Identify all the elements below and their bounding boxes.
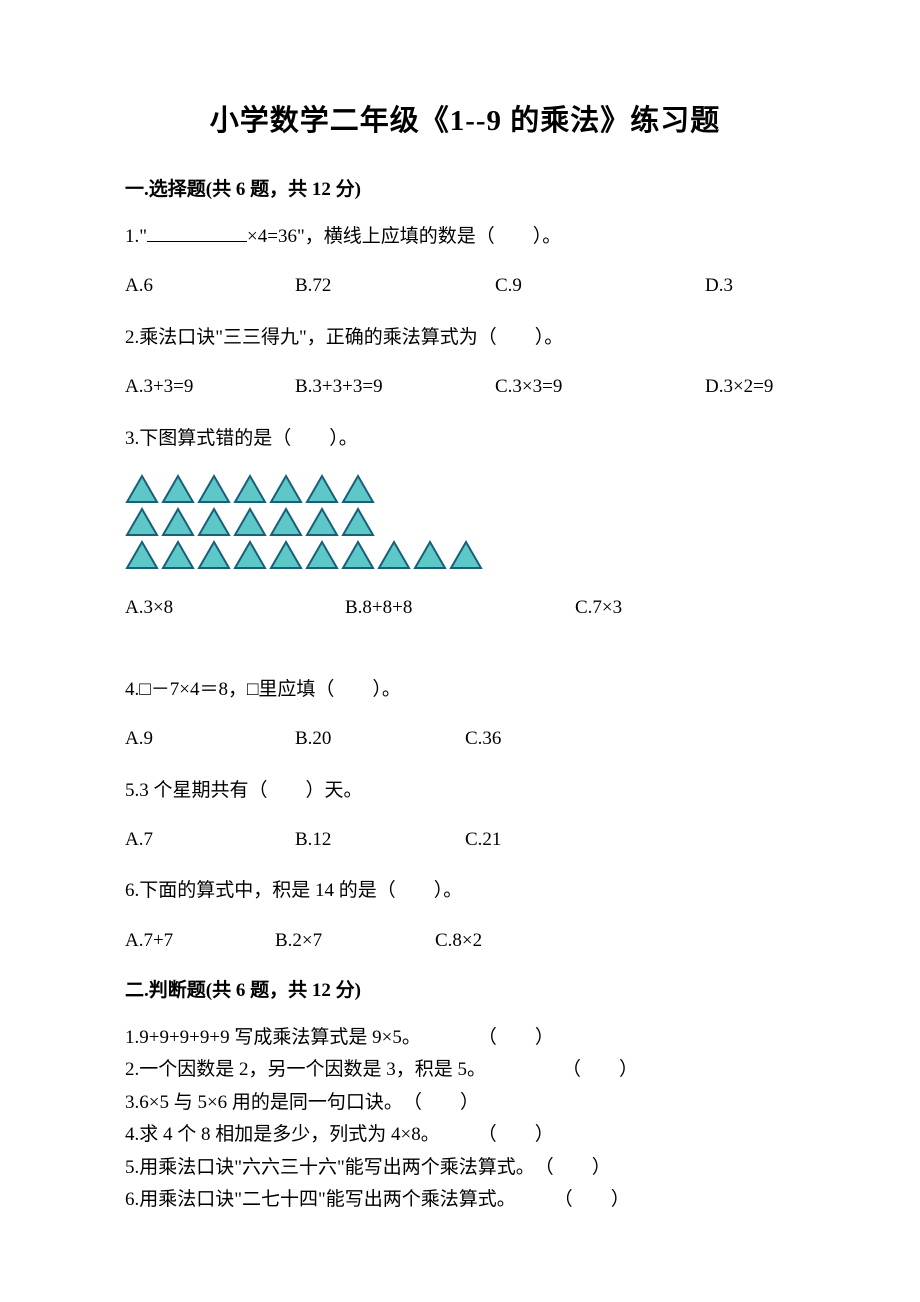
section2-header: 二.判断题(共 6 题，共 12 分)	[125, 977, 805, 1006]
judgment-paren: （ ）	[562, 1056, 638, 1085]
triangle-icon	[233, 507, 267, 537]
triangle-icon	[341, 474, 375, 504]
judgment-text: 6.用乘法口诀"二七十四"能写出两个乘法算式。	[125, 1186, 516, 1215]
triangle-icon	[197, 540, 231, 570]
triangle-icon	[305, 507, 339, 537]
triangle-icon	[269, 507, 303, 537]
q4-opt-b: B.20	[295, 725, 465, 754]
judgment-paren: （ ）	[535, 1154, 611, 1183]
q4-options: A.9 B.20 C.36	[125, 725, 805, 754]
judgment-item: 3.6×5 与 5×6 用的是同一句口诀。（ ）	[125, 1089, 805, 1118]
judgment-text: 1.9+9+9+9+9 写成乘法算式是 9×5。	[125, 1024, 421, 1053]
q2-options: A.3+3=9 B.3+3+3=9 C.3×3=9 D.3×2=9	[125, 373, 805, 402]
q5-opt-a: A.7	[125, 826, 295, 855]
q4-opt-a: A.9	[125, 725, 295, 754]
judgment-text: 3.6×5 与 5×6 用的是同一句口诀。	[125, 1089, 403, 1118]
judgment-paren: （ ）	[478, 1121, 554, 1150]
q3-opt-c: C.7×3	[575, 594, 622, 623]
judgment-item: 1.9+9+9+9+9 写成乘法算式是 9×5。 （ ）	[125, 1024, 805, 1053]
judgment-text: 5.用乘法口诀"六六三十六"能写出两个乘法算式。	[125, 1154, 535, 1183]
triangle-icon	[125, 540, 159, 570]
judgment-item: 2.一个因数是 2，另一个因数是 3，积是 5。 （ ）	[125, 1056, 805, 1085]
triangle-icon	[161, 540, 195, 570]
triangle-icon	[125, 507, 159, 537]
triangle-icon	[305, 474, 339, 504]
triangle-icon	[413, 540, 447, 570]
q3-opt-b: B.8+8+8	[345, 594, 575, 623]
judgment-paren: （ ）	[554, 1186, 630, 1215]
q6-text: 6.下面的算式中，积是 14 的是（ ）。	[125, 876, 805, 906]
triangle-icon	[197, 507, 231, 537]
triangle-icon	[341, 507, 375, 537]
q6-opt-b: B.2×7	[275, 927, 435, 956]
triangle-icon	[161, 474, 195, 504]
judgment-item: 5.用乘法口诀"六六三十六"能写出两个乘法算式。（ ）	[125, 1154, 805, 1183]
triangle-icon	[449, 540, 483, 570]
q6-options: A.7+7 B.2×7 C.8×2	[125, 927, 805, 956]
q1-text: 1." ×4=36"，横线上应填的数是（ ）。	[125, 222, 805, 252]
triangle-row	[125, 540, 805, 570]
triangle-icon	[125, 474, 159, 504]
judgment-list: 1.9+9+9+9+9 写成乘法算式是 9×5。 （ ）2.一个因数是 2，另一…	[125, 1024, 805, 1215]
q6-opt-c: C.8×2	[435, 927, 482, 956]
q5-options: A.7 B.12 C.21	[125, 826, 805, 855]
q4-text: 4.□－7×4＝8，□里应填（ ）。	[125, 675, 805, 705]
judgment-item: 6.用乘法口诀"二七十四"能写出两个乘法算式。 （ ）	[125, 1186, 805, 1215]
triangle-icon	[341, 540, 375, 570]
judgment-item: 4.求 4 个 8 相加是多少，列式为 4×8。 （ ）	[125, 1121, 805, 1150]
judgment-text: 4.求 4 个 8 相加是多少，列式为 4×8。	[125, 1121, 440, 1150]
triangle-icon	[269, 474, 303, 504]
q1-opt-b: B.72	[295, 272, 495, 301]
triangle-row	[125, 474, 805, 504]
q1-blank	[147, 223, 247, 242]
triangle-icon	[161, 507, 195, 537]
q3-opt-a: A.3×8	[125, 594, 345, 623]
triangle-icon	[269, 540, 303, 570]
q6-opt-a: A.7+7	[125, 927, 275, 956]
triangle-icon	[197, 474, 231, 504]
triangle-icon	[305, 540, 339, 570]
q4-opt-c: C.36	[465, 725, 501, 754]
q1-options: A.6 B.72 C.9 D.3	[125, 272, 805, 301]
q2-opt-a: A.3+3=9	[125, 373, 295, 402]
document-title: 小学数学二年级《1--9 的乘法》练习题	[125, 100, 805, 144]
judgment-gap	[421, 1024, 478, 1053]
triangle-icon	[377, 540, 411, 570]
judgment-paren: （ ）	[403, 1089, 479, 1118]
judgment-gap	[516, 1186, 554, 1215]
judgment-gap	[440, 1121, 478, 1150]
q1-opt-c: C.9	[495, 272, 705, 301]
triangle-icon	[233, 474, 267, 504]
q2-opt-b: B.3+3+3=9	[295, 373, 495, 402]
q1-suffix: ×4=36"，横线上应填的数是（ ）。	[247, 226, 561, 247]
q5-text: 5.3 个星期共有（ ）天。	[125, 776, 805, 806]
q1-prefix: 1."	[125, 226, 147, 247]
q2-opt-c: C.3×3=9	[495, 373, 705, 402]
judgment-gap	[486, 1056, 562, 1085]
q5-opt-b: B.12	[295, 826, 465, 855]
q2-opt-d: D.3×2=9	[705, 373, 773, 402]
triangle-icon	[233, 540, 267, 570]
judgment-text: 2.一个因数是 2，另一个因数是 3，积是 5。	[125, 1056, 486, 1085]
triangle-row	[125, 507, 805, 537]
q1-opt-a: A.6	[125, 272, 295, 301]
q1-opt-d: D.3	[705, 272, 733, 301]
q3-text: 3.下图算式错的是（ ）。	[125, 424, 805, 454]
section1-header: 一.选择题(共 6 题，共 12 分)	[125, 176, 805, 205]
q5-opt-c: C.21	[465, 826, 501, 855]
q2-text: 2.乘法口诀"三三得九"，正确的乘法算式为（ ）。	[125, 323, 805, 353]
judgment-paren: （ ）	[478, 1024, 554, 1053]
q3-options: A.3×8 B.8+8+8 C.7×3	[125, 594, 805, 623]
q3-figure	[125, 474, 805, 570]
